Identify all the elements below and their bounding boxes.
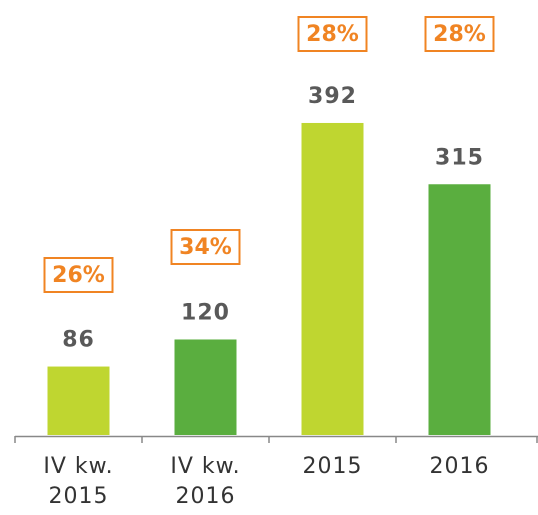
value-label: 392 xyxy=(308,84,357,109)
bar xyxy=(301,122,364,435)
annotation: 28% xyxy=(306,22,359,47)
x-tick-label: 2015 xyxy=(302,454,363,479)
annotation: 26% xyxy=(52,263,105,288)
value-label: 315 xyxy=(435,145,484,170)
x-tick-label: 2016 xyxy=(429,454,490,479)
annotation: 34% xyxy=(179,235,232,260)
value-label: 86 xyxy=(62,328,95,353)
annotation-box xyxy=(424,16,495,52)
bar xyxy=(174,339,237,435)
bar xyxy=(428,184,491,435)
x-tick-label: IV kw. 2016 xyxy=(170,454,241,509)
annotation-box xyxy=(297,16,368,52)
annotation-box xyxy=(170,229,241,265)
bar xyxy=(47,366,110,435)
value-label: 120 xyxy=(181,300,230,325)
annotation-box xyxy=(43,257,114,293)
annotation: 28% xyxy=(433,22,486,47)
x-tick-label: IV kw. 2015 xyxy=(43,454,114,509)
